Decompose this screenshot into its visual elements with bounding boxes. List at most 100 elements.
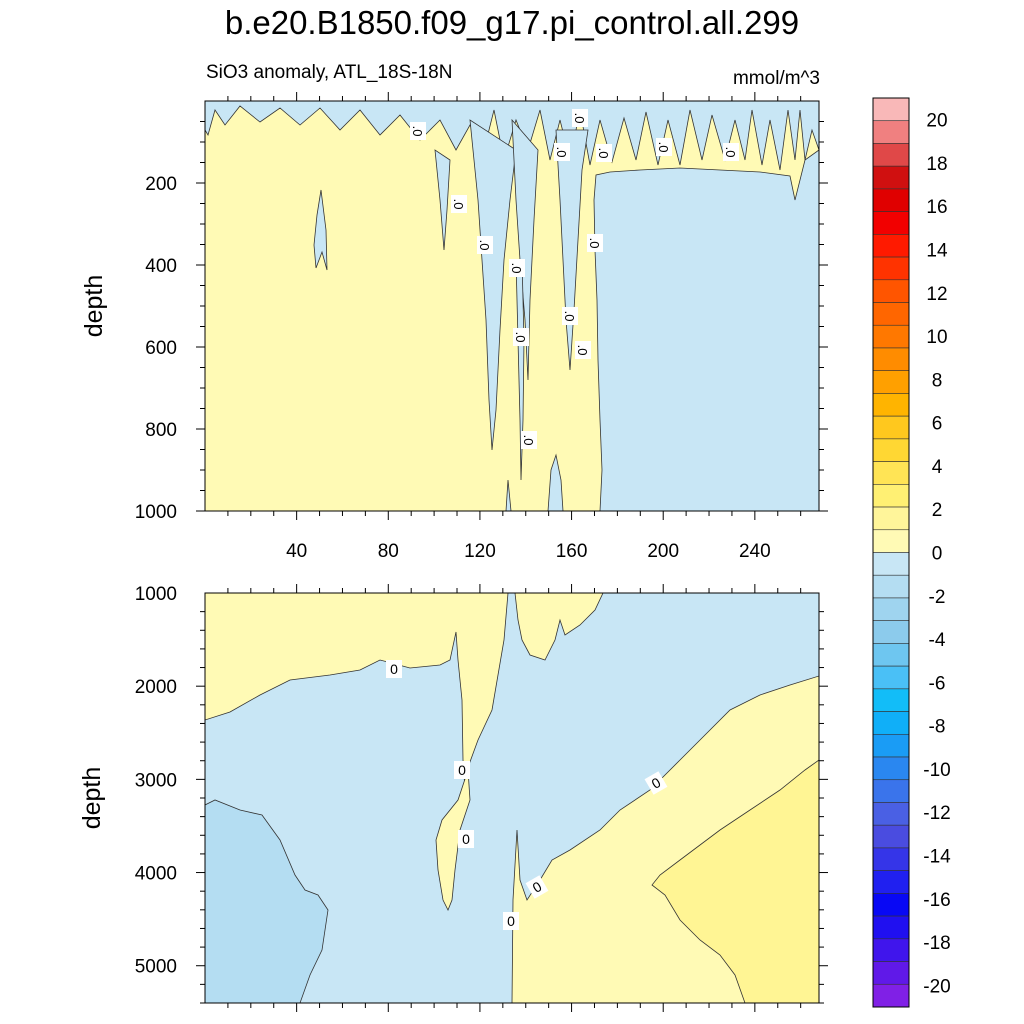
top-panel: .0 .0 .0 .0 .0 .0 .0 .0 .0 .0 .0 .0 .0 .0 40 80 120 160 2… [80, 92, 828, 562]
top-y-tick-label: 1000 [135, 502, 177, 523]
colorbar-swatch [872, 756, 910, 781]
colorbar-label: -6 [929, 673, 946, 694]
svg-text:.0: .0 [477, 240, 492, 251]
top-contour-label: .0 [575, 341, 591, 359]
bottom-x-axis [227, 584, 802, 1012]
top-contour-labels: .0 .0 .0 .0 .0 .0 .0 .0 .0 .0 .0 .0 .0 .0 [410, 109, 739, 449]
colorbar-swatch [872, 506, 910, 531]
top-contour-label: .0 [477, 236, 493, 254]
top-contour-label: .0 [521, 431, 537, 449]
top-y-tick-label: 200 [145, 174, 177, 195]
top-contour-label: .0 [656, 138, 672, 156]
top-contour-label: .0 [509, 259, 525, 277]
colorbar-swatch [872, 574, 910, 599]
bottom-y-tick-label: 4000 [135, 864, 177, 885]
bottom-contour-label: 0 [503, 912, 519, 930]
colorbar-swatch [872, 961, 910, 985]
bottom-field-positive-deep-east [651, 759, 819, 1003]
colorbar-label: 18 [926, 154, 947, 175]
colorbar-frame [872, 97, 910, 1008]
svg-text:.0: .0 [575, 345, 590, 356]
svg-text:.0: .0 [451, 199, 466, 210]
top-contour-label: .0 [562, 307, 578, 325]
colorbar-swatch [872, 643, 910, 667]
top-contour-label: .0 [572, 109, 588, 127]
colorbar-label: -10 [923, 760, 950, 781]
colorbar-label: 12 [926, 284, 947, 305]
top-contour-label: .0 [554, 143, 570, 161]
colorbar-swatch [872, 234, 910, 258]
top-x-tick-label: 40 [286, 541, 307, 562]
top-y-axis: 200 400 600 800 1000 [135, 121, 828, 523]
colorbar-swatch [872, 302, 910, 326]
colorbar-label: -20 [923, 976, 950, 997]
top-contour-label: .0 [723, 143, 739, 161]
colorbar-label: 14 [926, 241, 948, 262]
svg-text:.0: .0 [572, 113, 587, 124]
colorbar-swatch [872, 620, 910, 644]
colorbar-swatch [872, 393, 910, 417]
colorbar-swatch [872, 347, 910, 372]
colorbar-label: -2 [929, 587, 946, 608]
bottom-y-tick-label: 5000 [135, 957, 177, 978]
top-field-negative-deep-a [505, 479, 512, 511]
top-contour-label: .0 [451, 195, 467, 213]
colorbar-swatch [872, 938, 910, 962]
top-x-axis: 40 80 120 160 200 240 [227, 92, 802, 562]
colorbar-swatch [872, 438, 910, 462]
colorbar-label: -16 [923, 890, 950, 911]
colorbar-swatch [872, 552, 910, 576]
bottom-field-positive-top-strip [514, 593, 604, 661]
colorbar-swatch [872, 688, 910, 712]
top-y-tick-label: 800 [145, 420, 177, 441]
svg-text:0: 0 [507, 913, 515, 929]
bottom-field-positive-upper [205, 593, 509, 791]
svg-text:.0: .0 [521, 435, 536, 446]
top-x-tick-label: 120 [464, 541, 496, 562]
colorbar-swatch [872, 529, 910, 553]
colorbar-swatch [872, 824, 910, 849]
colorbar-label: 16 [926, 197, 947, 218]
colorbar-swatch [872, 847, 910, 871]
top-x-tick-label: 80 [378, 541, 399, 562]
colorbar-label: 0 [932, 544, 943, 565]
colorbar-label: -18 [923, 933, 950, 954]
colorbar-swatch [872, 188, 910, 212]
bottom-y-tick-label: 3000 [135, 770, 177, 791]
bottom-contour-label: 0 [458, 830, 474, 848]
colorbar-swatch [872, 97, 910, 122]
colorbar-label: -14 [923, 847, 951, 868]
svg-text:0: 0 [462, 831, 470, 847]
colorbar-label: 6 [932, 414, 943, 435]
colorbar-label: 10 [926, 327, 947, 348]
top-y-tick-label: 400 [145, 256, 177, 277]
colorbar-swatch [872, 893, 910, 917]
bottom-field-positive-tongue [435, 769, 471, 911]
top-field-negative-deep-b [547, 453, 564, 511]
colorbar-swatch [872, 256, 910, 281]
chart-subtitle: SiO3 anomaly, ATL_18S-18N [206, 62, 453, 83]
colorbar-swatch [872, 915, 910, 940]
bottom-field-negative-deep-west [205, 799, 329, 1003]
colorbar-label: -8 [929, 717, 946, 738]
colorbar-swatch [872, 461, 910, 485]
svg-text:.0: .0 [554, 147, 569, 158]
svg-text:.0: .0 [509, 263, 524, 274]
top-y-axis-label: depth [80, 275, 108, 338]
top-x-tick-label: 200 [647, 541, 679, 562]
top-y-tick-label: 600 [145, 338, 177, 359]
svg-text:0: 0 [458, 762, 466, 778]
svg-text:.0: .0 [596, 148, 611, 159]
top-x-tick-label: 240 [739, 541, 771, 562]
colorbar-label: -4 [929, 630, 946, 651]
svg-text:.0: .0 [410, 126, 425, 137]
colorbar-label: 2 [932, 500, 943, 521]
bottom-y-tick-label: 1000 [135, 584, 177, 605]
top-field-negative-patch-mid [434, 149, 451, 251]
colorbar-label: 8 [932, 370, 943, 391]
bottom-panel-fields [205, 593, 819, 1003]
colorbar-swatch [872, 279, 910, 303]
colorbar-swatch [872, 802, 910, 826]
